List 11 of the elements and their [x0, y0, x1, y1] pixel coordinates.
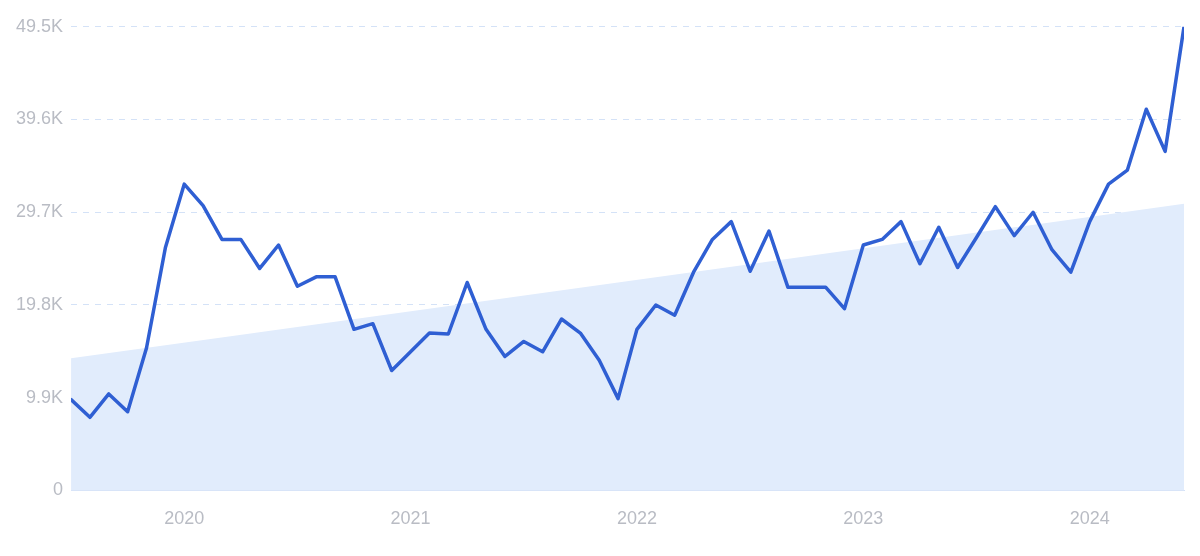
x-tick-label: 2024	[1069, 508, 1110, 529]
y-tick-label: 19.8K	[15, 293, 64, 314]
x-tick-label: 2020	[164, 508, 205, 529]
y-tick-label: 29.7K	[15, 201, 64, 222]
x-tick-label: 2023	[843, 508, 884, 529]
y-tick-label: 9.9K	[26, 386, 64, 407]
y-tick-label: 39.6K	[15, 108, 64, 129]
y-tick-label: 0	[53, 479, 64, 500]
x-tick-label: 2022	[616, 508, 657, 529]
x-tick-label: 2021	[390, 508, 431, 529]
y-tick-label: 49.5K	[15, 15, 64, 36]
